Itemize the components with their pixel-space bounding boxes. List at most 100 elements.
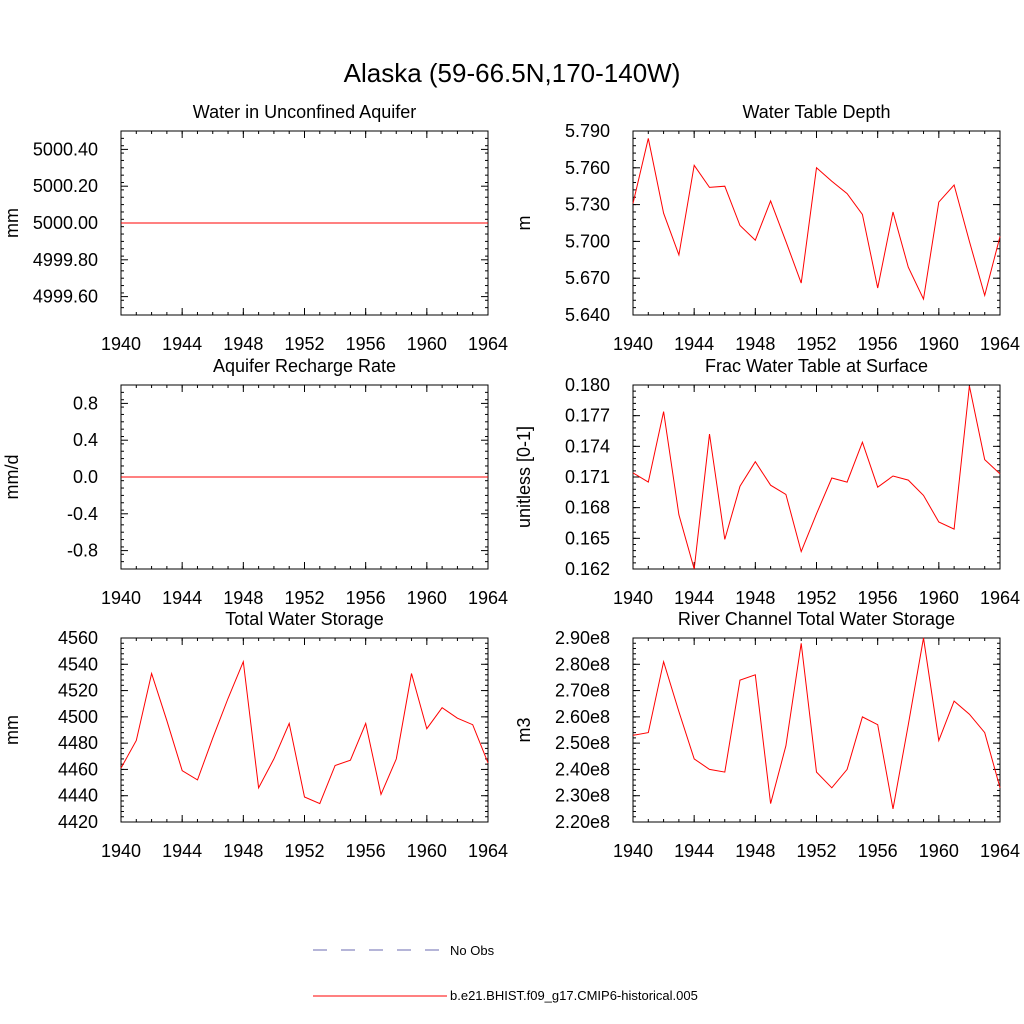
chart-title: Total Water Storage (225, 609, 383, 629)
y-tick-label: 4460 (58, 759, 98, 779)
y-tick-label: 5.700 (565, 231, 610, 251)
x-tick-label: 1960 (919, 334, 959, 354)
x-tick-label: 1964 (980, 588, 1020, 608)
y-tick-label: 0.165 (565, 528, 610, 548)
panels-group: Water in Unconfined Aquifer mm 1940 1944 194… (2, 102, 1020, 861)
series-line (120, 659, 489, 805)
chart-title: Frac Water Table at Surface (705, 356, 928, 376)
y-tick-label: 5.790 (565, 121, 610, 141)
y-tick-label: 4440 (58, 786, 98, 806)
chart-panel-2: Water Table Depth m 1940 1944 1948 1952 1956 19… (514, 102, 1020, 354)
y-tick-label: -0.4 (67, 504, 98, 524)
chart-panel-1: Water in Unconfined Aquifer mm 1940 1944 194… (2, 102, 508, 354)
x-tick-label: 1952 (284, 334, 324, 354)
chart-title: River Channel Total Water Storage (678, 609, 955, 629)
x-tick-label: 1956 (858, 334, 898, 354)
chart-title: Aquifer Recharge Rate (213, 356, 396, 376)
x-tick-label: 1956 (346, 588, 386, 608)
x-tick-label: 1940 (101, 334, 141, 354)
plot-frame (120, 637, 489, 823)
y-tick-label: 2.90e8 (555, 628, 610, 648)
chart-title: Water in Unconfined Aquifer (193, 102, 416, 122)
x-tick-label: 1964 (980, 334, 1020, 354)
y-tick-label: 2.50e8 (555, 733, 610, 753)
y-tick-label: -0.8 (67, 541, 98, 561)
y-tick-label: 5000.00 (33, 213, 98, 233)
x-tick-label: 1956 (346, 334, 386, 354)
x-tick-label: 1960 (407, 334, 447, 354)
x-tick-label: 1952 (796, 334, 836, 354)
y-tick-label: 0.171 (565, 467, 610, 487)
x-tick-label: 1948 (735, 334, 775, 354)
y-tick-label: 5.640 (565, 305, 610, 325)
x-tick-label: 1944 (162, 334, 202, 354)
x-tick-label: 1960 (919, 841, 959, 861)
x-tick-label: 1944 (674, 588, 714, 608)
y-tick-label: 0.0 (73, 467, 98, 487)
chart-panel-6: River Channel Total Water Storage m3 1940 1… (514, 609, 1020, 861)
y-tick-label: 2.60e8 (555, 707, 610, 727)
x-tick-label: 1956 (858, 841, 898, 861)
legend: No Obs b.e21.BHIST.f09_g17.CMIP6-histori… (313, 943, 698, 1003)
series-line (632, 385, 1001, 570)
y-tick-label: 4520 (58, 681, 98, 701)
y-tick-label: 2.30e8 (555, 786, 610, 806)
x-tick-label: 1964 (980, 841, 1020, 861)
y-tick-label: 0.168 (565, 498, 610, 518)
y-tick-label: 5.670 (565, 268, 610, 288)
y-tick-label: 0.162 (565, 559, 610, 579)
x-tick-label: 1952 (796, 841, 836, 861)
x-tick-label: 1948 (735, 841, 775, 861)
chart-panel-3: Aquifer Recharge Rate mm/d 1940 1944 1948 195… (2, 356, 508, 608)
x-tick-label: 1940 (613, 588, 653, 608)
y-axis-label: mm (2, 208, 22, 238)
y-tick-label: 4999.80 (33, 250, 98, 270)
y-tick-label: 4540 (58, 654, 98, 674)
y-tick-label: 0.177 (565, 406, 610, 426)
y-tick-label: 5000.40 (33, 139, 98, 159)
x-tick-label: 1960 (919, 588, 959, 608)
y-tick-label: 0.8 (73, 393, 98, 413)
x-tick-label: 1944 (162, 841, 202, 861)
legend-label-no-obs: No Obs (450, 943, 495, 958)
y-tick-label: 0.174 (565, 436, 610, 456)
y-tick-label: 0.4 (73, 430, 98, 450)
x-tick-label: 1944 (162, 588, 202, 608)
x-tick-label: 1956 (858, 588, 898, 608)
x-tick-label: 1940 (613, 841, 653, 861)
x-tick-label: 1964 (468, 588, 508, 608)
x-tick-label: 1948 (223, 841, 263, 861)
x-tick-label: 1940 (613, 334, 653, 354)
y-tick-label: 4420 (58, 812, 98, 832)
series-line (632, 138, 1001, 301)
x-tick-label: 1952 (796, 588, 836, 608)
y-tick-label: 4999.60 (33, 287, 98, 307)
y-axis-label: m3 (514, 717, 534, 742)
x-tick-label: 1952 (284, 841, 324, 861)
y-axis-label: unitless [0-1] (514, 426, 534, 528)
plot-frame (632, 637, 1001, 823)
page-title: Alaska (59-66.5N,170-140W) (344, 58, 681, 88)
y-tick-label: 2.20e8 (555, 812, 610, 832)
x-tick-label: 1940 (101, 588, 141, 608)
y-tick-label: 5.760 (565, 158, 610, 178)
x-tick-label: 1948 (735, 588, 775, 608)
y-axis-label: m (514, 216, 534, 231)
y-tick-label: 2.80e8 (555, 654, 610, 674)
x-tick-label: 1960 (407, 588, 447, 608)
y-tick-label: 2.70e8 (555, 681, 610, 701)
chart-title: Water Table Depth (742, 102, 890, 122)
chart-panel-4: Frac Water Table at Surface unitless [0-1… (514, 356, 1020, 608)
x-tick-label: 1948 (223, 334, 263, 354)
y-tick-label: 5000.20 (33, 176, 98, 196)
plot-frame (632, 130, 1001, 316)
y-tick-label: 4560 (58, 628, 98, 648)
y-tick-label: 4500 (58, 707, 98, 727)
y-tick-label: 5.730 (565, 195, 610, 215)
plot-frame (632, 384, 1001, 570)
y-tick-label: 4480 (58, 733, 98, 753)
x-tick-label: 1948 (223, 588, 263, 608)
x-tick-label: 1964 (468, 334, 508, 354)
x-tick-label: 1952 (284, 588, 324, 608)
